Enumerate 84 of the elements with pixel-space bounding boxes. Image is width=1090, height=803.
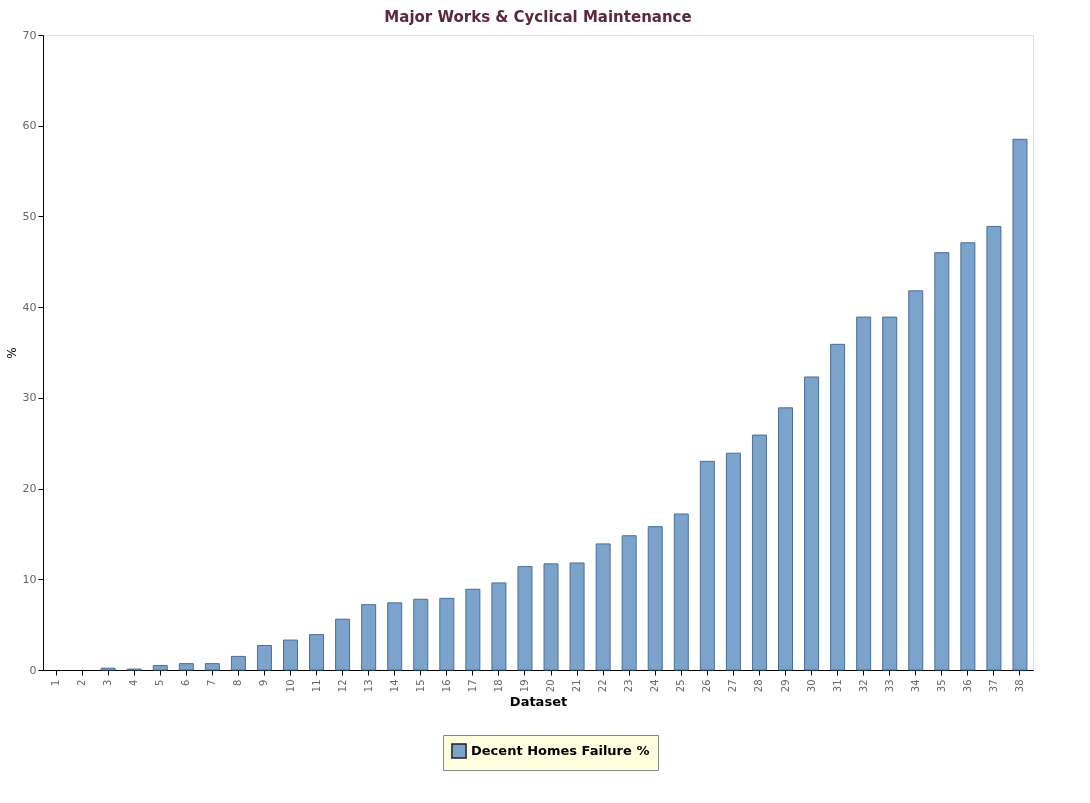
bar: [204, 663, 220, 671]
bar: [882, 316, 898, 671]
x-tick-label: 37: [987, 679, 999, 693]
x-tick-label: 26: [701, 679, 713, 693]
chart-title: Major Works & Cyclical Maintenance: [384, 8, 692, 26]
x-tick-label: 35: [935, 679, 947, 693]
y-axis-title: %: [4, 347, 19, 359]
x-tick-label: 8: [232, 679, 244, 686]
bar: [986, 225, 1002, 671]
x-tick-label: 18: [492, 679, 504, 693]
x-tick-label: 28: [753, 679, 765, 693]
y-tick-label: 10: [22, 572, 37, 586]
bar: [908, 290, 924, 671]
x-tick-label: 33: [883, 679, 895, 693]
x-tick-label: 24: [649, 679, 661, 693]
x-tick-label: 32: [857, 679, 869, 693]
x-tick-label: 21: [571, 679, 583, 693]
legend-label: Decent Homes Failure %: [471, 743, 650, 758]
bar: [595, 543, 611, 671]
bar: [152, 664, 168, 671]
x-tick-label: 19: [518, 679, 530, 693]
bar: [230, 655, 246, 671]
x-tick-label: 15: [414, 679, 426, 693]
bar: [830, 343, 846, 671]
bar: [439, 597, 455, 671]
bar: [569, 562, 585, 671]
x-tick-label: 38: [1013, 679, 1025, 693]
bar: [1012, 138, 1028, 671]
y-tick-label: 30: [22, 391, 37, 405]
y-tick-label: 50: [22, 209, 37, 223]
bar: [361, 604, 377, 671]
y-tick-label: 20: [22, 482, 37, 496]
x-tick-label: 17: [466, 679, 478, 693]
x-tick-label: 10: [284, 679, 296, 693]
bar: [621, 535, 637, 671]
x-tick-label: 7: [206, 679, 218, 686]
x-tick-label: 23: [623, 679, 635, 693]
bar: [335, 618, 351, 671]
x-axis-title: Dataset: [509, 694, 568, 710]
x-tick-label: 4: [128, 679, 140, 686]
bar: [517, 566, 533, 671]
x-tick-label: 34: [909, 679, 921, 693]
x-tick-label: 27: [727, 679, 739, 693]
bar: [491, 582, 507, 671]
x-tick-label: 14: [388, 679, 400, 693]
x-tick-label: 11: [310, 679, 322, 693]
bar: [387, 602, 403, 671]
bar: [413, 598, 429, 671]
x-tick-label: 22: [597, 679, 609, 693]
x-tick-label: 30: [805, 679, 817, 693]
x-tick-label: 25: [675, 679, 687, 693]
bar: [178, 663, 194, 671]
x-tick-label: 5: [154, 679, 166, 686]
x-tick-label: 13: [362, 679, 374, 693]
x-tick-label: 6: [180, 679, 192, 686]
x-tick-label: 1: [50, 679, 62, 686]
x-tick-label: 36: [961, 679, 973, 693]
bar: [699, 460, 715, 671]
bar: [856, 316, 872, 671]
bar: [647, 526, 663, 671]
x-tick-label: 29: [779, 679, 791, 693]
x-tick-label: 31: [831, 679, 843, 693]
bar: [751, 434, 767, 671]
bar: [725, 452, 741, 671]
x-tick-label: 20: [545, 679, 557, 693]
y-tick-label: 40: [22, 300, 37, 314]
bar: [778, 407, 793, 671]
x-tick-label: 12: [336, 679, 348, 693]
bar: [804, 376, 820, 671]
bar: [465, 588, 481, 671]
y-tick-label: 70: [22, 28, 37, 42]
x-tick-label: 2: [76, 679, 88, 686]
bar: [543, 563, 559, 671]
y-tick-label: 0: [29, 663, 37, 677]
y-tick-label: 60: [22, 119, 37, 133]
bar: [283, 639, 298, 671]
x-tick-label: 9: [258, 679, 270, 686]
x-tick-label: 3: [102, 679, 114, 686]
bar: [960, 242, 976, 671]
bar: [934, 252, 950, 671]
bar: [673, 513, 689, 671]
x-tick-label: 16: [440, 679, 452, 693]
bar: [256, 645, 272, 671]
bar: [309, 634, 325, 671]
